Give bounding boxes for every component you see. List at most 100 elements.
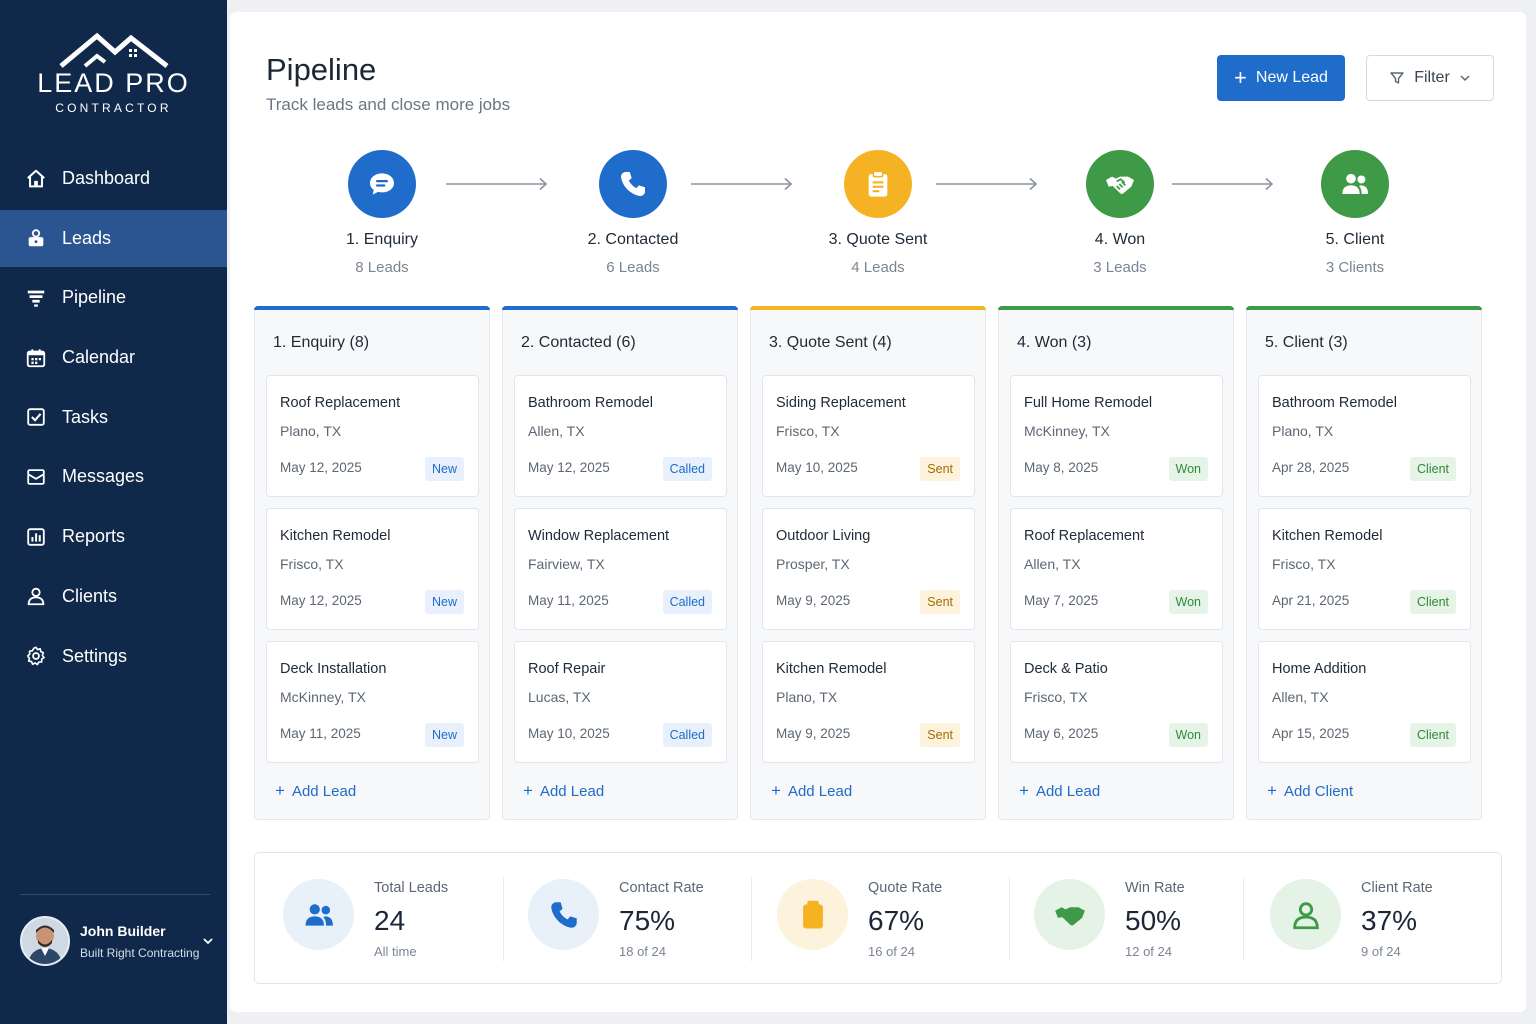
filter-button[interactable]: Filter — [1366, 55, 1494, 101]
pipeline-column: 3. Quote Sent (4) Siding Replacement Fri… — [750, 306, 986, 820]
lead-card[interactable]: Outdoor Living Prosper, TX May 9, 2025 S… — [762, 508, 975, 630]
stage-2[interactable]: 2. Contacted 6 Leads — [553, 150, 713, 276]
lead-card[interactable]: Kitchen Remodel Plano, TX May 9, 2025 Se… — [762, 641, 975, 763]
stage-4[interactable]: 4. Won 3 Leads — [1040, 150, 1200, 276]
lead-title: Kitchen Remodel — [1272, 528, 1383, 544]
lead-location: McKinney, TX — [280, 689, 366, 705]
lead-card[interactable]: Roof Replacement Allen, TX May 7, 2025 W… — [1010, 508, 1223, 630]
arrow-right-icon — [691, 177, 795, 191]
mail-icon — [27, 469, 45, 485]
stat-divider — [751, 877, 752, 961]
lead-card[interactable]: Roof Repair Lucas, TX May 10, 2025 Calle… — [514, 641, 727, 763]
lead-location: Plano, TX — [1272, 423, 1334, 439]
stat-sub: All time — [374, 944, 417, 959]
arrow-right-icon — [936, 177, 1040, 191]
user-icon — [1292, 901, 1319, 929]
stage-1[interactable]: 1. Enquiry 8 Leads — [302, 150, 462, 276]
lead-card[interactable]: Kitchen Remodel Frisco, TX May 12, 2025 … — [266, 508, 479, 630]
stage-name: 2. Contacted — [587, 231, 679, 248]
lead-location: Frisco, TX — [1272, 556, 1336, 572]
add-lead-label: Add Lead — [1035, 783, 1101, 800]
sidebar-item-calendar[interactable]: Calendar — [0, 329, 227, 386]
lead-card[interactable]: Bathroom Remodel Allen, TX May 12, 2025 … — [514, 375, 727, 497]
lead-card[interactable]: Deck Installation McKinney, TX May 11, 2… — [266, 641, 479, 763]
stat-label: Contact Rate — [619, 880, 704, 896]
sidebar-item-label: Reports — [62, 526, 126, 547]
status-badge: Won — [1168, 723, 1208, 747]
lead-card[interactable]: Deck & Patio Frisco, TX May 6, 2025 Won — [1010, 641, 1223, 763]
lead-location: Frisco, TX — [1024, 689, 1088, 705]
lead-date: May 12, 2025 — [280, 460, 362, 475]
plus-icon: + — [1019, 781, 1029, 800]
stage-count: 4 Leads — [851, 259, 905, 276]
lead-card[interactable]: Bathroom Remodel Plano, TX Apr 28, 2025 … — [1258, 375, 1471, 497]
chevron-down-icon[interactable] — [201, 934, 215, 948]
stage-count: 6 Leads — [606, 259, 660, 276]
stage-count: 3 Leads — [1093, 259, 1147, 276]
stat-sub: 18 of 24 — [619, 944, 666, 959]
status-badge: Called — [662, 590, 712, 614]
lead-location: Allen, TX — [1024, 556, 1081, 572]
column-title: 3. Quote Sent (4) — [769, 334, 892, 351]
sidebar-item-clients[interactable]: Clients — [0, 568, 227, 625]
lead-location: Allen, TX — [1272, 689, 1329, 705]
sidebar-item-reports[interactable]: Reports — [0, 508, 227, 565]
lead-card[interactable]: Siding Replacement Frisco, TX May 10, 20… — [762, 375, 975, 497]
add-lead-link[interactable]: + Add Lead — [771, 781, 852, 801]
user-profile[interactable]: John Builder Built Right Contracting — [20, 912, 215, 970]
add-lead-link[interactable]: + Add Client — [1267, 781, 1353, 801]
lead-card[interactable]: Home Addition Allen, TX Apr 15, 2025 Cli… — [1258, 641, 1471, 763]
sidebar-item-dashboard[interactable]: Dashboard — [0, 150, 227, 207]
sidebar-item-settings[interactable]: Settings — [0, 628, 227, 685]
column-accent-bar — [502, 306, 738, 310]
sidebar-item-messages[interactable]: Messages — [0, 448, 227, 505]
roof-logo-icon — [58, 32, 169, 68]
home-icon — [27, 169, 45, 187]
lead-card[interactable]: Window Replacement Fairview, TX May 11, … — [514, 508, 727, 630]
stat-label: Quote Rate — [868, 880, 943, 896]
lead-card[interactable]: Roof Replacement Plano, TX May 12, 2025 … — [266, 375, 479, 497]
sidebar-item-tasks[interactable]: Tasks — [0, 389, 227, 446]
stat-value: 50% — [1125, 905, 1182, 936]
stat-icon-circle — [1034, 879, 1105, 950]
brand-logo[interactable]: LEAD PRO CONTRACTOR — [0, 30, 227, 115]
status-badge: Sent — [920, 590, 960, 614]
stat-win-rate: Win Rate 50% 12 of 24 — [1034, 853, 1254, 985]
page-title: Pipeline — [266, 52, 377, 87]
lead-title: Deck & Patio — [1024, 661, 1108, 677]
lead-title: Roof Replacement — [1024, 528, 1145, 544]
add-lead-link[interactable]: + Add Lead — [523, 781, 604, 801]
arrow-right-icon — [446, 177, 550, 191]
lead-card[interactable]: Kitchen Remodel Frisco, TX Apr 21, 2025 … — [1258, 508, 1471, 630]
lead-date: Apr 28, 2025 — [1272, 460, 1350, 475]
lead-title: Outdoor Living — [776, 528, 871, 544]
add-lead-link[interactable]: + Add Lead — [275, 781, 356, 801]
column-accent-bar — [254, 306, 490, 310]
stage-count: 8 Leads — [355, 259, 409, 276]
main-panel: Pipeline Track leads and close more jobs… — [230, 12, 1526, 1012]
sidebar-divider — [20, 894, 210, 895]
stat-value: 37% — [1361, 905, 1418, 936]
stat-icon-circle — [1270, 879, 1341, 950]
lock-user-icon — [28, 229, 44, 247]
new-lead-button[interactable]: + New Lead — [1217, 55, 1345, 101]
stage-3[interactable]: 3. Quote Sent 4 Leads — [798, 150, 958, 276]
lead-title: Home Addition — [1272, 661, 1367, 677]
stat-icon-circle — [283, 879, 354, 950]
stat-label: Client Rate — [1361, 880, 1433, 896]
plus-icon: + — [771, 781, 781, 800]
status-badge: New — [424, 457, 464, 481]
status-badge: Won — [1168, 590, 1208, 614]
pipeline-column: 5. Client (3) Bathroom Remodel Plano, TX… — [1246, 306, 1482, 820]
plus-icon: + — [1267, 781, 1277, 800]
sidebar-item-leads[interactable]: Leads — [0, 209, 227, 267]
stage-5[interactable]: 5. Client 3 Clients — [1275, 150, 1435, 276]
sidebar-item-pipeline[interactable]: Pipeline — [0, 269, 227, 326]
lead-title: Roof Repair — [528, 661, 606, 677]
users-icon — [1342, 173, 1369, 194]
lead-location: Lucas, TX — [528, 689, 591, 705]
add-lead-link[interactable]: + Add Lead — [1019, 781, 1100, 801]
lead-location: McKinney, TX — [1024, 423, 1110, 439]
lead-card[interactable]: Full Home Remodel McKinney, TX May 8, 20… — [1010, 375, 1223, 497]
stage-name: 3. Quote Sent — [828, 231, 928, 248]
